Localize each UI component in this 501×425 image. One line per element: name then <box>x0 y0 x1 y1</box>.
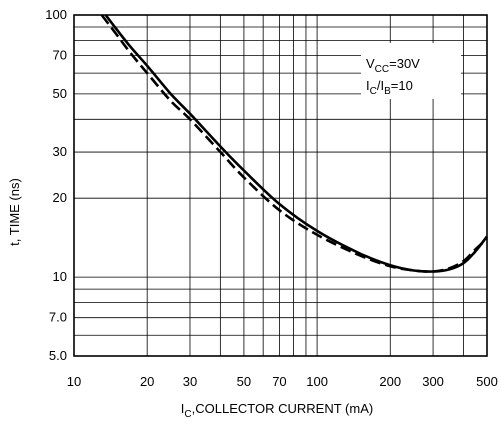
x-tick-label: 100 <box>306 374 328 389</box>
annotation-background <box>361 43 461 99</box>
y-tick-label: 20 <box>53 190 67 205</box>
x-tick-label: 200 <box>379 374 401 389</box>
x-tick-label: 20 <box>140 374 154 389</box>
y-tick-label: 50 <box>53 86 67 101</box>
x-tick-label: 70 <box>272 374 286 389</box>
y-tick-label: 5.0 <box>49 348 67 363</box>
x-axis-label: IC,COLLECTOR CURRENT (mA) <box>181 401 373 420</box>
x-tick-labels: 10 20 30 50 70 100 200 300 500 <box>67 374 498 389</box>
annotation-ratio: =10 <box>391 78 413 93</box>
series-line-dashed <box>100 14 488 273</box>
plot-frame <box>73 14 488 357</box>
x-tick-label: 300 <box>422 374 444 389</box>
y-tick-label: 100 <box>45 7 67 22</box>
annotation-ib: /I <box>377 78 384 93</box>
y-tick-labels: 5.0 7.0 10 20 30 50 70 100 <box>45 7 67 363</box>
x-tick-label: 10 <box>67 374 81 389</box>
annotation-ic-ib: IC/IB=10 <box>366 78 413 97</box>
x-tick-label: 50 <box>237 374 251 389</box>
series-layer <box>100 14 489 273</box>
x-axis-label-rest: ,COLLECTOR CURRENT (mA) <box>192 401 374 416</box>
annotation-ib-sub: B <box>384 86 391 97</box>
annotation-vcc-sub: CC <box>375 64 389 75</box>
annotation-ic-sub: C <box>370 86 377 97</box>
y-tick-label: 70 <box>53 48 67 63</box>
annotation-ic: I <box>366 78 370 93</box>
x-axis-label-prefix: I <box>181 401 185 416</box>
x-axis-label-sub: C <box>184 409 191 420</box>
annotation-vcc: VCC=30V <box>366 56 420 75</box>
y-axis-label: t, TIME (ns) <box>7 178 22 246</box>
annotation-vcc-rest: =30V <box>389 56 420 71</box>
y-tick-label: 30 <box>53 144 67 159</box>
y-tick-label: 10 <box>53 269 67 284</box>
y-tick-label: 7.0 <box>49 310 67 325</box>
annotation-vcc-prefix: V <box>366 56 375 71</box>
x-tick-label: 500 <box>476 374 498 389</box>
x-tick-label: 30 <box>183 374 197 389</box>
